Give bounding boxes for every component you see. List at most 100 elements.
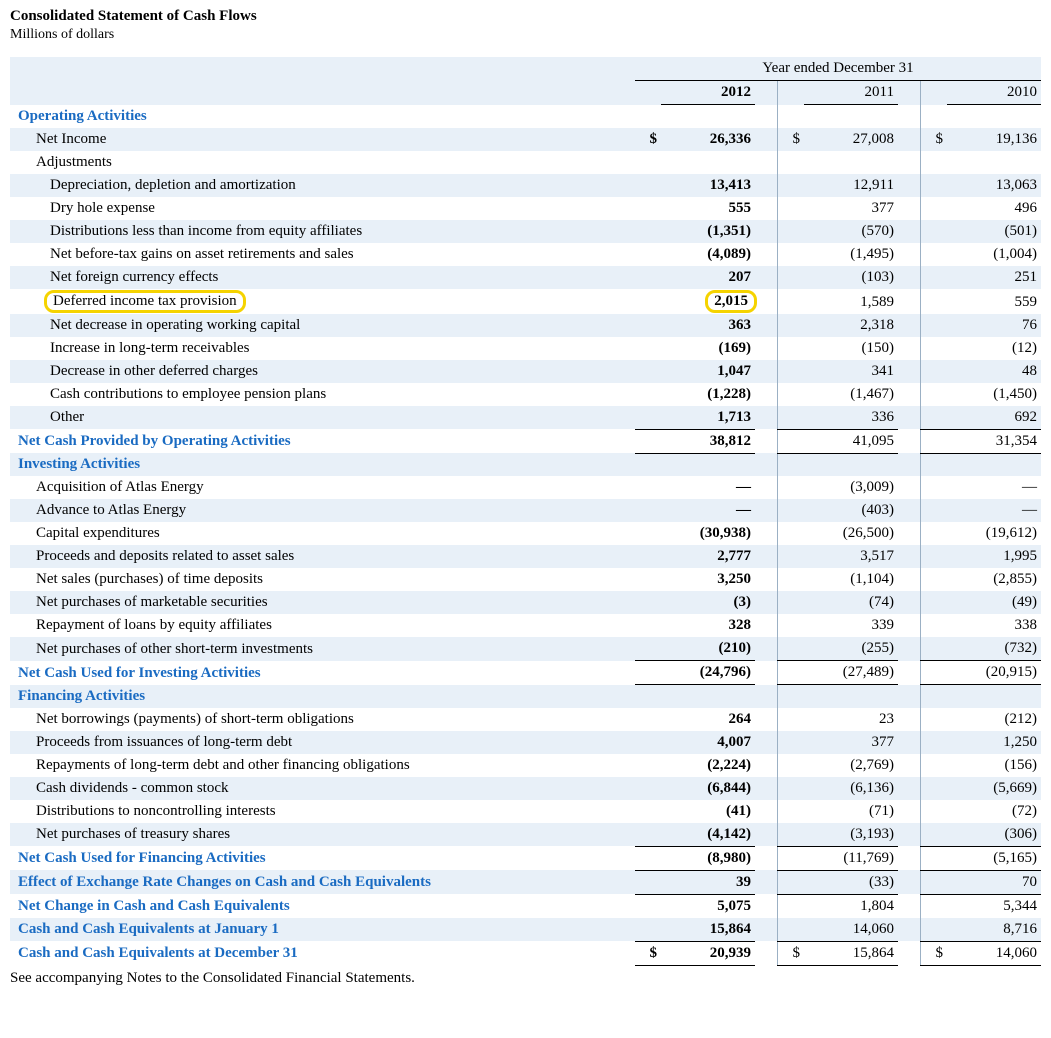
cell-value: (1,228) — [661, 383, 755, 406]
currency-symbol — [778, 777, 805, 800]
currency-symbol — [921, 754, 948, 777]
cell-value: 2,318 — [804, 314, 898, 337]
currency-symbol — [778, 337, 805, 360]
cell-value — [947, 151, 1041, 174]
currency-symbol — [778, 800, 805, 823]
cell-value: (403) — [804, 499, 898, 522]
column-header-year: 2012 — [661, 81, 755, 105]
currency-symbol — [921, 476, 948, 499]
total-row-label: Net Cash Used for Financing Activities — [10, 846, 635, 870]
column-header-year: 2010 — [947, 81, 1041, 105]
column-header-year: 2011 — [804, 81, 898, 105]
currency-symbol — [778, 591, 805, 614]
cell-value: (41) — [661, 800, 755, 823]
cell-value: 5,344 — [947, 894, 1041, 918]
cell-value: 13,413 — [661, 174, 755, 197]
currency-symbol — [635, 918, 661, 942]
cell-value: (210) — [661, 637, 755, 661]
currency-symbol — [635, 591, 661, 614]
cell-value: 8,716 — [947, 918, 1041, 942]
cell-value — [804, 453, 898, 476]
line-item-label: Net before-tax gains on asset retirement… — [10, 243, 635, 266]
currency-symbol — [921, 429, 948, 453]
cell-value: 2,777 — [661, 545, 755, 568]
currency-symbol — [635, 314, 661, 337]
cell-value — [947, 105, 1041, 128]
cell-value: 27,008 — [804, 128, 898, 151]
currency-symbol — [921, 685, 948, 708]
cell-value: (11,769) — [804, 846, 898, 870]
cell-value: 1,804 — [804, 894, 898, 918]
section-header: Operating Activities — [10, 105, 635, 128]
cell-value: 264 — [661, 708, 755, 731]
currency-symbol — [778, 637, 805, 661]
currency-symbol — [921, 151, 948, 174]
currency-symbol — [778, 453, 805, 476]
currency-symbol — [921, 105, 948, 128]
footnote: See accompanying Notes to the Consolidat… — [10, 970, 1041, 987]
cell-value: (306) — [947, 823, 1041, 847]
currency-symbol — [921, 731, 948, 754]
currency-symbol — [921, 708, 948, 731]
currency-symbol — [778, 918, 805, 942]
cell-value: 1,713 — [661, 406, 755, 430]
currency-symbol — [778, 383, 805, 406]
cell-value: (6,136) — [804, 777, 898, 800]
cell-value: 76 — [947, 314, 1041, 337]
currency-symbol — [635, 568, 661, 591]
currency-symbol — [921, 360, 948, 383]
cell-value: 377 — [804, 731, 898, 754]
currency-symbol — [778, 266, 805, 289]
currency-symbol — [635, 453, 661, 476]
cell-value: 1,250 — [947, 731, 1041, 754]
currency-symbol — [635, 220, 661, 243]
cell-value: 555 — [661, 197, 755, 220]
currency-symbol — [635, 637, 661, 661]
currency-symbol — [635, 151, 661, 174]
cell-value: 14,060 — [804, 918, 898, 942]
line-item-label: Net Income — [10, 128, 635, 151]
section-header: Financing Activities — [10, 685, 635, 708]
cell-value: 41,095 — [804, 429, 898, 453]
cell-value — [947, 685, 1041, 708]
currency-symbol: $ — [778, 941, 805, 965]
cell-value: (2,769) — [804, 754, 898, 777]
cell-value: 339 — [804, 614, 898, 637]
cell-value: 341 — [804, 360, 898, 383]
cell-value: 336 — [804, 406, 898, 430]
currency-symbol — [635, 823, 661, 847]
line-item-label: Adjustments — [10, 151, 635, 174]
page-title: Consolidated Statement of Cash Flows — [10, 8, 1041, 25]
cell-value: (30,938) — [661, 522, 755, 545]
cell-value: 3,517 — [804, 545, 898, 568]
total-row-label: Net Cash Provided by Operating Activitie… — [10, 429, 635, 453]
currency-symbol — [921, 499, 948, 522]
cell-value: (3,193) — [804, 823, 898, 847]
currency-symbol — [778, 870, 805, 894]
cell-value: 328 — [661, 614, 755, 637]
column-super-header: Year ended December 31 — [635, 57, 1041, 81]
line-item-label: Net borrowings (payments) of short-term … — [10, 708, 635, 731]
currency-symbol — [778, 151, 805, 174]
currency-symbol — [778, 499, 805, 522]
currency-symbol — [778, 289, 805, 314]
cell-value: 1,589 — [804, 289, 898, 314]
line-item-label: Net foreign currency effects — [10, 266, 635, 289]
cell-value — [661, 151, 755, 174]
cell-value: (3,009) — [804, 476, 898, 499]
currency-symbol: $ — [635, 941, 661, 965]
cell-value: 38,812 — [661, 429, 755, 453]
cell-value: 363 — [661, 314, 755, 337]
cell-value: 2,015 — [661, 289, 755, 314]
cell-value: 3,250 — [661, 568, 755, 591]
currency-symbol — [921, 777, 948, 800]
cell-value: (19,612) — [947, 522, 1041, 545]
cell-value: (20,915) — [947, 661, 1041, 685]
currency-symbol — [921, 870, 948, 894]
cell-value: (71) — [804, 800, 898, 823]
currency-symbol — [635, 266, 661, 289]
cell-value: (2,224) — [661, 754, 755, 777]
currency-symbol — [921, 383, 948, 406]
currency-symbol — [778, 522, 805, 545]
cell-value — [804, 685, 898, 708]
